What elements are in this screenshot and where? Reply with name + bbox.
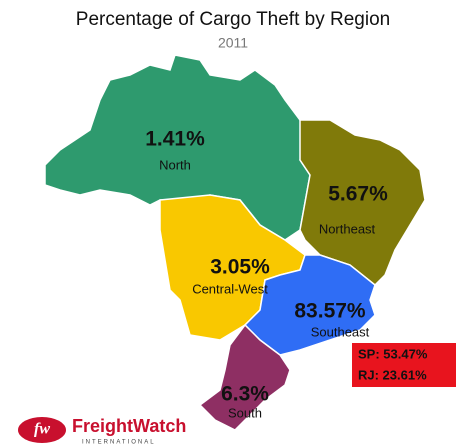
callout-line: SP: 53.47% xyxy=(358,346,428,361)
region-value: 5.67% xyxy=(328,183,388,206)
region-value: 6.3% xyxy=(221,383,269,406)
region-name: Northeast xyxy=(319,221,376,236)
region-name: Central-West xyxy=(192,281,268,296)
callout-box xyxy=(352,343,456,387)
callout-line: RJ: 23.61% xyxy=(358,367,427,382)
region-southeast xyxy=(243,254,376,356)
subtitle: 2011 xyxy=(218,35,248,51)
logo-mark: fw xyxy=(34,421,50,438)
logo-badge xyxy=(18,417,66,443)
region-value: 3.05% xyxy=(210,256,270,279)
region-value: 1.41% xyxy=(145,128,205,151)
region-name: South xyxy=(228,405,262,420)
region-value: 83.57% xyxy=(294,300,366,323)
region-name: Southeast xyxy=(311,324,370,339)
region-south xyxy=(198,323,291,431)
region-northeast xyxy=(299,119,426,287)
logo-name: FreightWatch xyxy=(72,416,186,436)
title: Percentage of Cargo Theft by Region xyxy=(76,9,390,30)
region-name: North xyxy=(159,157,191,172)
logo-tagline: INTERNATIONAL xyxy=(82,440,156,446)
